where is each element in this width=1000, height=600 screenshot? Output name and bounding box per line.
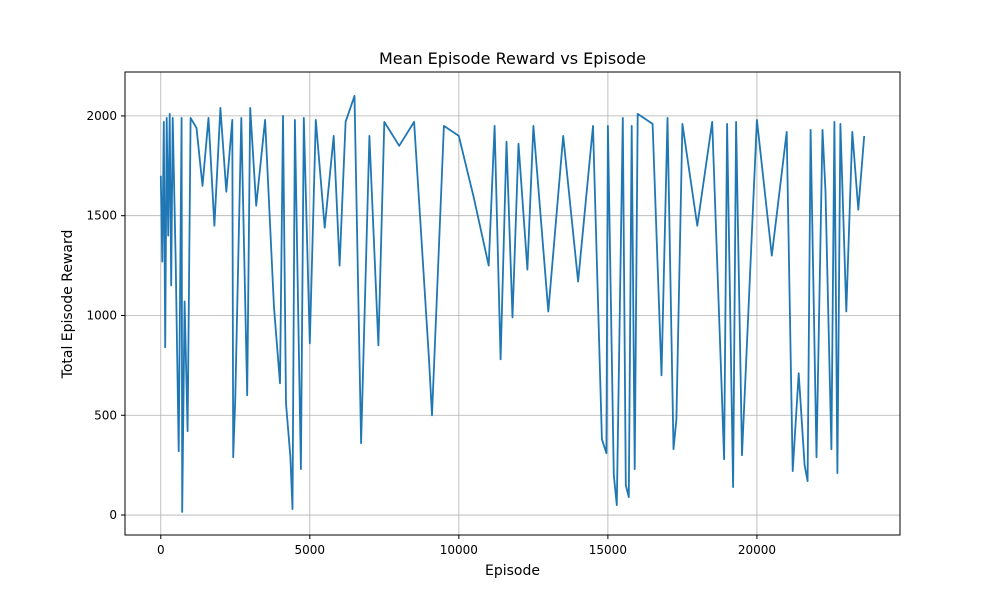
grid (125, 72, 900, 535)
series-line-1 (159, 95, 866, 513)
y-tick-label: 2000 (86, 109, 117, 123)
x-tick-label: 5000 (295, 543, 326, 557)
chart-title: Mean Episode Reward vs Episode (379, 49, 646, 68)
axes-frame (124, 71, 901, 536)
x-tick-label: 15000 (589, 543, 627, 557)
x-tick-label: 20000 (738, 543, 776, 557)
x-axis-label: Episode (485, 563, 540, 579)
x-tick-label: 10000 (440, 543, 478, 557)
ticks: 0 5000 10000 15000 20000 0 500 1000 1500 2000 (86, 109, 776, 557)
y-axis-label: Total Episode Reward (60, 230, 76, 380)
plot-area (159, 95, 866, 513)
x-tick-label: 0 (157, 543, 165, 557)
y-tick-label: 500 (94, 408, 117, 422)
y-tick-label: 1000 (86, 308, 117, 322)
y-tick-label: 0 (109, 508, 117, 522)
y-tick-label: 1500 (86, 209, 117, 223)
